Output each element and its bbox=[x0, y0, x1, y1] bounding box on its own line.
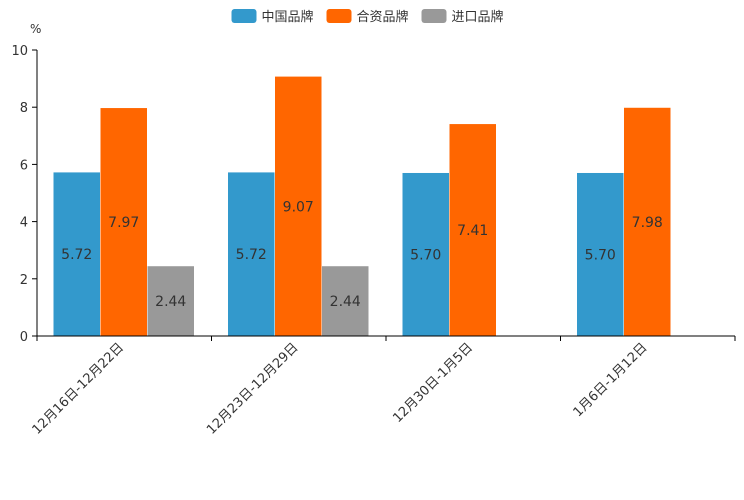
y-tick-label: 2 bbox=[20, 273, 28, 288]
y-tick-label: 10 bbox=[11, 44, 28, 59]
bar bbox=[449, 124, 496, 336]
data-label: 5.72 bbox=[61, 247, 92, 263]
bar bbox=[147, 266, 194, 336]
data-label: 2.44 bbox=[330, 294, 361, 310]
legend-swatch bbox=[421, 9, 447, 23]
x-tick-label: 12月16日-12月22日 bbox=[30, 340, 127, 437]
data-label: 9.07 bbox=[283, 199, 314, 215]
legend-label: 进口品牌 bbox=[452, 9, 504, 25]
bar bbox=[53, 172, 100, 336]
bar bbox=[624, 107, 671, 336]
legend-item[interactable]: 进口品牌 bbox=[421, 9, 504, 25]
x-tick-label: 12月30日-1月5日 bbox=[390, 340, 476, 426]
bar bbox=[228, 172, 275, 336]
bars: 5.72 5.72 5.70 5.70 7.97 9.07 7.41 7.98 2.44 2.44 bbox=[53, 76, 671, 337]
y-tick-label: 4 bbox=[20, 216, 28, 231]
y-tick-label: 6 bbox=[20, 158, 28, 173]
legend: 中国品牌 合资品牌 进口品牌 bbox=[231, 9, 504, 25]
legend-item[interactable]: 合资品牌 bbox=[326, 9, 409, 25]
bar bbox=[322, 266, 369, 336]
data-label: 7.98 bbox=[632, 215, 663, 231]
x-tick-label: 1月6日-1月12日 bbox=[571, 340, 651, 420]
bar bbox=[577, 172, 624, 336]
y-axis: 0 2 4 6 8 10 bbox=[11, 44, 38, 345]
data-label: 5.70 bbox=[410, 247, 441, 263]
data-label: 7.97 bbox=[108, 215, 139, 231]
legend-item[interactable]: 中国品牌 bbox=[231, 9, 314, 25]
y-axis-unit-label: % bbox=[30, 22, 41, 36]
y-tick-label: 0 bbox=[20, 330, 28, 345]
data-label: 7.41 bbox=[457, 223, 488, 239]
x-axis: 12月16日-12月22日 12月23日-12月29日 12月30日-1月5日 1月6… bbox=[30, 335, 736, 438]
bar bbox=[100, 108, 147, 336]
data-label: 5.72 bbox=[236, 247, 267, 263]
legend-label: 合资品牌 bbox=[357, 9, 409, 25]
bar bbox=[275, 76, 322, 337]
legend-label: 中国品牌 bbox=[262, 9, 314, 25]
bar bbox=[402, 172, 449, 336]
x-tick-label: 12月23日-12月29日 bbox=[204, 340, 301, 437]
data-label: 5.70 bbox=[585, 247, 616, 263]
data-label: 2.44 bbox=[155, 294, 186, 310]
legend-swatch bbox=[231, 9, 257, 23]
legend-swatch bbox=[326, 9, 352, 23]
y-tick-label: 8 bbox=[20, 101, 28, 116]
